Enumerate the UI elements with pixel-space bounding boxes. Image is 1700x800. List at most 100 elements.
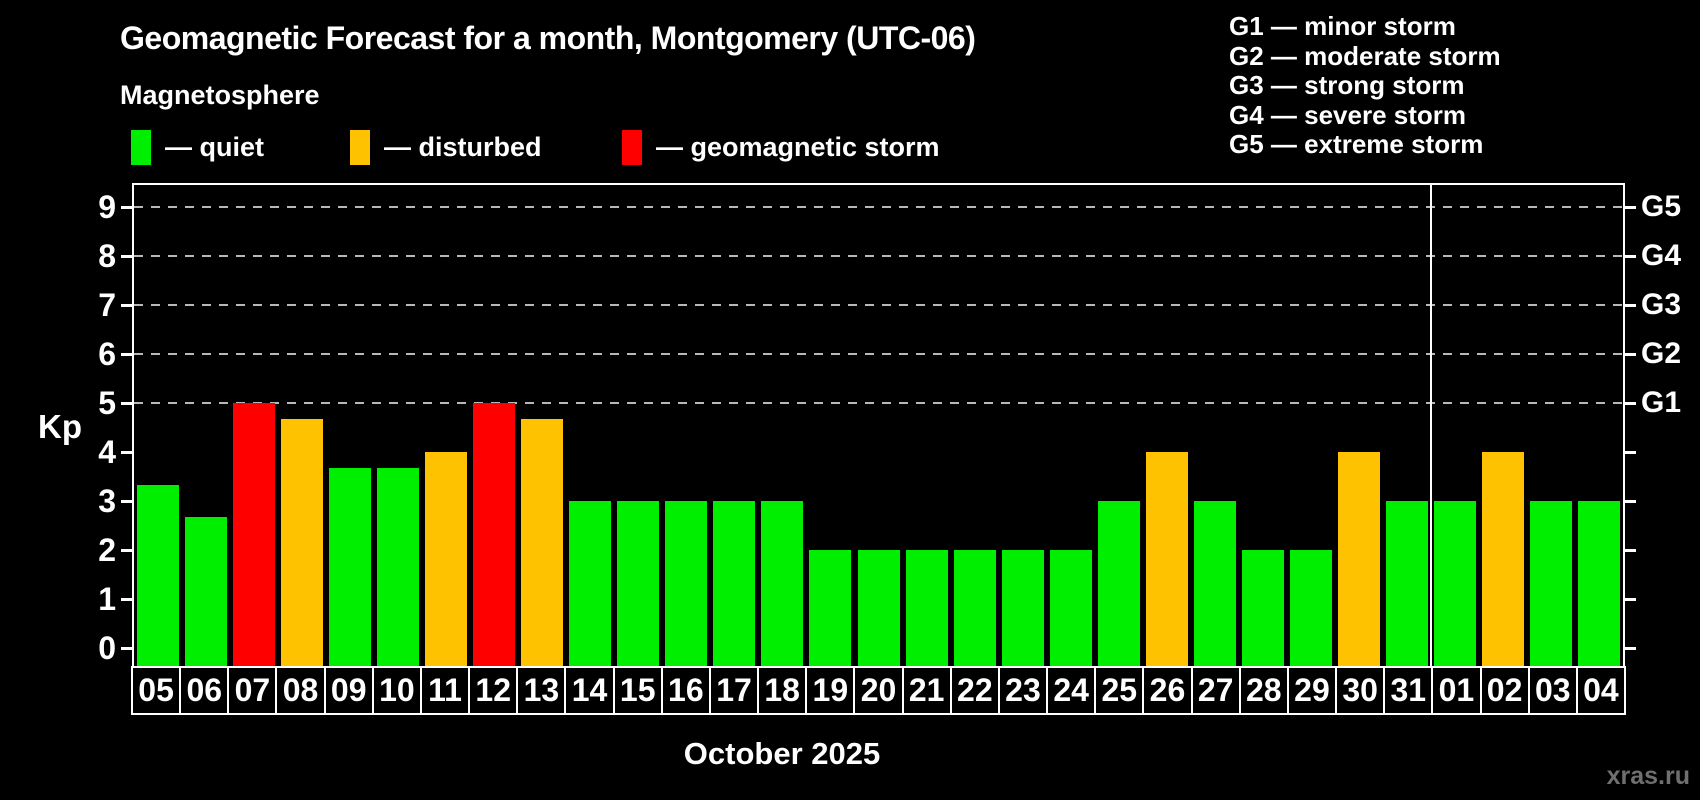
right-axis-label-g3: G3 [1641, 288, 1682, 322]
legend-item-storm: — geomagnetic storm [622, 125, 940, 169]
storm-scale-line-g2: G2 — moderate storm [1229, 40, 1501, 71]
y-axis-title: Kp [38, 407, 82, 445]
y-tick-mark-right-8 [1625, 254, 1636, 258]
bar-day-21 [905, 550, 948, 666]
bar-day-30 [1337, 452, 1380, 666]
x-label-day-29: 29 [1286, 666, 1338, 715]
x-label-day-25: 25 [1094, 666, 1145, 715]
x-label-day-14: 14 [564, 666, 615, 715]
bar-day-29 [1289, 550, 1332, 666]
legend-label-disturbed: — disturbed [384, 131, 542, 162]
bar-day-01 [1433, 501, 1476, 666]
right-axis-label-g1: G1 [1641, 386, 1682, 420]
bar-day-08 [281, 419, 324, 666]
y-tick-mark-left-8 [121, 254, 132, 258]
x-label-day-31: 31 [1383, 666, 1434, 715]
gridline-kp-6 [134, 353, 1623, 356]
x-label-day-22: 22 [949, 666, 1000, 715]
x-label-day-21: 21 [901, 666, 952, 715]
y-tick-mark-left-5 [121, 401, 132, 405]
x-label-day-11: 11 [419, 666, 471, 715]
x-label-day-30: 30 [1335, 666, 1386, 715]
legend-label-storm: — geomagnetic storm [656, 131, 940, 162]
legend-item-disturbed: — disturbed [350, 125, 542, 169]
y-tick-label-6: 6 [98, 336, 116, 373]
bar-day-31 [1385, 501, 1428, 666]
x-label-day-24: 24 [1046, 666, 1097, 715]
y-tick-label-1: 1 [98, 581, 116, 618]
storm-scale-line-g1: G1 — minor storm [1229, 11, 1456, 41]
x-label-day-08: 08 [275, 666, 326, 715]
bar-day-13 [521, 419, 564, 666]
bar-day-10 [377, 468, 420, 666]
y-tick-mark-left-2 [121, 548, 132, 552]
x-label-day-07: 07 [227, 666, 278, 715]
x-label-day-26: 26 [1142, 666, 1193, 715]
y-tick-label-9: 9 [98, 189, 116, 226]
y-tick-mark-right-1 [1625, 597, 1636, 601]
bar-day-03 [1529, 501, 1572, 666]
gridline-kp-5 [134, 402, 1623, 405]
y-tick-mark-left-6 [121, 352, 132, 356]
bar-day-04 [1577, 501, 1620, 666]
right-axis-label-g2: G2 [1641, 337, 1682, 371]
bar-day-22 [953, 550, 996, 666]
x-label-day-17: 17 [708, 666, 760, 715]
x-label-day-27: 27 [1190, 666, 1241, 715]
bar-day-02 [1481, 452, 1524, 666]
gridline-kp-9 [134, 206, 1623, 209]
legend-item-quiet: — quiet [131, 125, 264, 169]
bar-day-24 [1049, 550, 1092, 666]
y-tick-mark-right-6 [1625, 352, 1636, 356]
right-axis-label-g5: G5 [1641, 190, 1682, 224]
y-tick-mark-right-2 [1625, 548, 1636, 552]
y-tick-mark-right-3 [1625, 499, 1636, 503]
storm-swatch-icon [622, 129, 642, 165]
bar-day-23 [1001, 550, 1044, 666]
y-tick-label-5: 5 [98, 385, 116, 422]
bar-day-05 [137, 485, 180, 666]
x-label-day-01: 01 [1431, 666, 1482, 715]
y-tick-mark-left-9 [121, 205, 132, 209]
storm-scale-line-g3: G3 — strong storm [1229, 70, 1465, 100]
bar-day-28 [1241, 550, 1284, 666]
x-label-day-05: 05 [131, 666, 182, 715]
y-tick-mark-right-9 [1625, 205, 1636, 209]
y-tick-mark-left-3 [121, 499, 132, 503]
bar-day-26 [1145, 452, 1188, 666]
x-label-day-16: 16 [660, 666, 711, 715]
bar-day-09 [329, 468, 372, 666]
chart-title: Geomagnetic Forecast for a month, Montgo… [120, 20, 976, 56]
bar-day-12 [473, 403, 516, 666]
x-label-day-19: 19 [805, 666, 856, 715]
y-tick-label-8: 8 [98, 238, 116, 275]
x-label-day-06: 06 [179, 666, 230, 715]
gridline-kp-7 [134, 304, 1623, 307]
y-tick-label-4: 4 [98, 434, 116, 471]
month-separator-line [1429, 185, 1432, 666]
storm-scale-line-g4: G4 — severe storm [1229, 99, 1467, 130]
bar-day-14 [569, 501, 612, 666]
right-axis-label-g4: G4 [1641, 239, 1682, 273]
bar-day-18 [761, 501, 804, 666]
bar-day-11 [425, 452, 468, 666]
disturbed-swatch-icon [350, 129, 370, 165]
bar-day-19 [809, 550, 852, 666]
y-tick-label-0: 0 [98, 630, 116, 667]
y-tick-mark-right-7 [1625, 303, 1636, 307]
bar-day-20 [857, 550, 900, 666]
y-tick-mark-left-0 [121, 646, 132, 650]
chart-subtitle: Magnetosphere [120, 80, 320, 110]
y-tick-label-7: 7 [98, 287, 116, 324]
x-label-day-03: 03 [1527, 666, 1578, 715]
bar-day-15 [617, 501, 660, 666]
y-tick-mark-left-4 [121, 450, 132, 454]
y-tick-label-3: 3 [98, 483, 116, 520]
x-label-day-20: 20 [853, 666, 904, 715]
gridline-kp-8 [134, 255, 1623, 258]
storm-scale-line-g5: G5 — extreme storm [1229, 129, 1484, 159]
bar-day-16 [665, 501, 708, 666]
x-label-day-12: 12 [468, 666, 519, 715]
x-label-day-15: 15 [612, 666, 663, 715]
